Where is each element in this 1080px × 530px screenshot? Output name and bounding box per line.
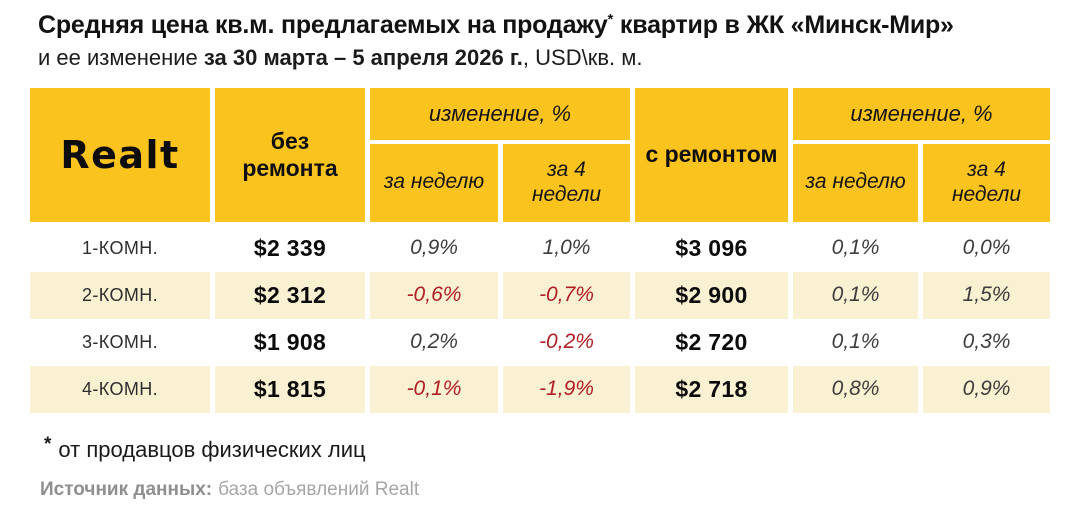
cell-pct: -0,7% [503,271,630,319]
cell-pct: -0,1% [370,365,498,413]
pct-value: 0,1% [831,283,880,306]
data-source: Источник данных: база объявлений Realt [40,479,1080,501]
price-value: $2 339 [253,234,327,261]
header-4weeks-right: за 4 недели [923,143,1050,222]
price-value: $2 720 [675,328,748,355]
cell-pct: 0,9% [370,224,498,272]
room-label: 2-комн. [81,284,159,305]
title-text-1: Средняя цена кв.м. предлагаемых на прода… [38,11,608,39]
pct-value: 0,0% [962,236,1011,259]
cell-pct: 0,9% [923,365,1050,413]
pct-value: -0,1% [406,377,462,400]
cell-price: $2 720 [635,318,788,366]
header-week-right: за неделю [793,143,918,222]
room-label: 3-комн. [81,331,159,352]
subtitle-period: за 30 марта – 5 апреля 2026 г. [203,45,523,70]
cell-room: 2-комн. [30,271,210,319]
price-value: $2 312 [253,281,327,308]
cell-pct: -0,6% [370,271,498,319]
subtitle-units: , USD\кв. м. [522,45,643,70]
pct-value: 1,5% [962,283,1011,306]
cell-price: $3 096 [635,224,788,272]
cell-price: $1 908 [215,318,365,366]
cell-pct: 0,8% [793,365,918,413]
header-4weeks-right-label: за 4 недели [951,158,1022,206]
pct-value: 0,2% [410,330,458,353]
cell-price: $2 312 [215,271,365,319]
header-change-right: изменение, % [793,87,1050,140]
header-week-left: за неделю [370,143,498,222]
cell-pct: 0,2% [370,318,498,366]
pct-value: 0,8% [831,377,880,400]
footnote: * от продавцов физических лиц [44,433,1080,463]
pct-value: 0,9% [410,236,458,259]
logo-cell: Realt [30,87,210,222]
header-change-left: изменение, % [370,87,630,140]
header-week-left-label: за неделю [383,170,485,194]
header-4weeks-left-label: за 4 недели [531,158,602,206]
cell-pct: 0,1% [793,224,918,272]
infographic-page: Средняя цена кв.м. предлагаемых на прода… [0,10,1080,530]
cell-room: 1-комн. [30,224,210,272]
price-value: $1 815 [253,375,327,402]
pct-value: 0,1% [831,330,880,353]
cell-pct: -1,9% [503,365,630,413]
header-change-left-label: изменение, % [428,100,572,126]
pct-value: 1,0% [542,236,591,259]
cell-pct: 1,0% [503,224,630,272]
price-value: $2 718 [675,375,748,402]
price-value: $2 900 [675,281,748,308]
pct-value: -1,9% [539,377,594,400]
page-title: Средняя цена кв.м. предлагаемых на прода… [38,10,1080,40]
cell-pct: 0,1% [793,271,918,319]
room-label: 4-комн. [81,378,159,399]
cell-price: $1 815 [215,365,365,413]
title-text-2: квартир в ЖК «Минск-Мир» [613,11,954,39]
subtitle-prefix: и ее изменение [38,45,204,70]
source-text: база объявлений Realt [218,478,420,500]
cell-price: $2 718 [635,365,788,413]
header-no-renovation-label: без ремонта [242,128,338,181]
table-body: 1-комн. $2 339 0,9% 1,0% $3 096 0,1% 0,0… [30,224,1050,413]
cell-room: 4-комн. [30,365,210,413]
price-value: $1 908 [253,328,327,355]
cell-price: $2 900 [635,271,788,319]
cell-pct: -0,2% [503,318,630,366]
table-header: Realt без ремонта изменение, % за неделю… [30,87,1050,222]
pct-value: 0,3% [962,330,1011,353]
footnote-asterisk: * [44,433,52,455]
cell-pct: 1,5% [923,271,1050,319]
cell-room: 3-комн. [30,318,210,366]
title-asterisk: * [607,11,614,28]
room-label: 1-комн. [81,237,159,258]
realt-logo: Realt [60,132,180,177]
cell-pct: 0,3% [923,318,1050,366]
pct-value: 0,1% [831,236,880,259]
cell-pct: 0,1% [793,318,918,366]
pct-value: 0,9% [962,377,1011,400]
pct-value: -0,2% [539,330,594,353]
cell-pct: 0,0% [923,224,1050,272]
header-week-right-label: за неделю [805,170,906,194]
header-4weeks-left: за 4 недели [503,143,630,222]
source-label: Источник данных: [40,478,213,500]
footnote-text: от продавцов физических лиц [58,436,366,462]
pct-value: -0,6% [406,283,462,306]
pct-value: -0,7% [539,283,594,306]
header-with-renovation-label: с ремонтом [645,141,778,168]
header-change-right-label: изменение, % [850,100,993,126]
page-subtitle: и ее изменение за 30 марта – 5 апреля 20… [38,44,1080,72]
price-value: $3 096 [675,234,748,261]
cell-price: $2 339 [215,224,365,272]
header-with-renovation: с ремонтом [635,87,788,222]
header-no-renovation: без ремонта [215,87,365,222]
price-table: Realt без ремонта изменение, % за неделю… [30,87,1050,413]
